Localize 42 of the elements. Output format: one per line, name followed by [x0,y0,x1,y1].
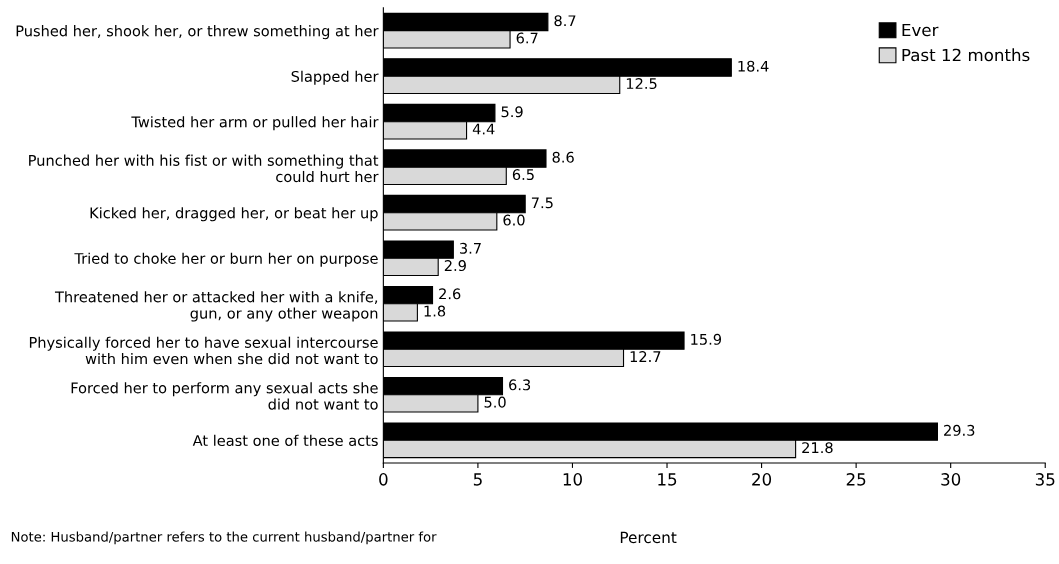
data-label: 15.9 [691,333,722,345]
data-label: 29.3 [944,424,975,436]
text: Note: Husband/partner refers to the current husband/partner for [11,531,437,545]
y-tick-label: Forced her to perform any sexual acts she did not want to [71,382,378,410]
x-tick-label: 0 [379,473,388,486]
x-tick-label: 5 [473,473,482,486]
x-axis-title: Percent [620,531,677,544]
data-label: 18.4 [738,60,769,72]
y-tick-label: Physically forced her to have sexual intercourse with him even when she did not want to [29,336,378,365]
legend-label: Past 12 months [902,48,1030,62]
y-tick-label: Pushed her, shook her, or threw something at her [16,25,379,40]
data-label: 2.9 [444,260,466,272]
y-tick-label: Threatened her or attacked her with a knife, gun, or any other weapon [54,291,378,322]
y-tick-label: Punched her with his fist or with something that could hurt her [29,154,379,183]
data-label: 5.0 [484,396,506,408]
data-label: 8.7 [554,15,576,27]
data-label: 3.7 [460,242,481,254]
data-label: 8.6 [552,151,574,163]
data-label: 21.8 [802,442,833,454]
x-tick-label: 15 [658,473,677,486]
x-tick-label: 25 [846,473,866,486]
data-label: 6.0 [503,214,525,226]
data-label: 5.9 [501,106,523,118]
data-label: 1.8 [424,305,446,317]
data-label: 6.7 [516,32,538,44]
y-tick-label: Twisted her arm or pulled her hair [131,116,379,131]
legend-label: Ever [902,23,939,37]
data-label: 12.7 [630,351,661,362]
x-tick-label: 35 [1035,473,1055,486]
y-tick-label: Kicked her, dragged her, or beat her up [90,207,378,222]
y-tick-label: Slapped her [291,70,379,85]
x-tick-label: 10 [563,473,582,486]
data-label: 6.3 [509,379,531,391]
data-label: 12.5 [626,78,657,90]
x-tick-label: 30 [941,473,961,486]
x-tick-label: 20 [752,473,772,486]
data-label: 2.6 [439,288,461,300]
y-tick-label: Tried to choke her or burn her on purpose [74,252,378,267]
data-label: 7.5 [531,197,553,209]
data-label: 4.4 [472,123,495,135]
data-label: 6.5 [512,169,534,181]
y-tick-label: At least one of these acts [192,434,378,447]
